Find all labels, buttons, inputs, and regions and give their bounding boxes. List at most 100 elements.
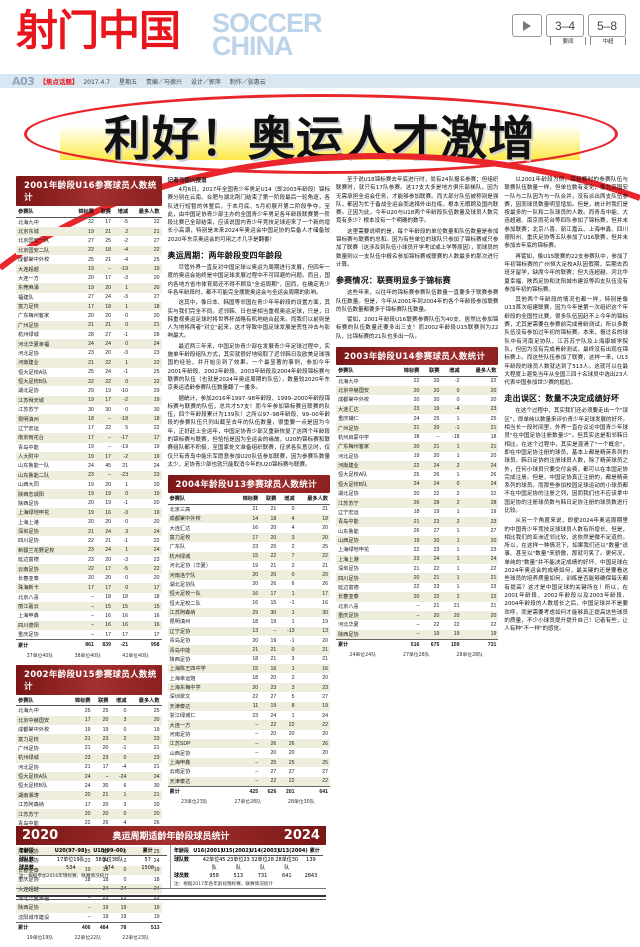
cell-value: 19 — [102, 726, 109, 733]
cell-value: 20 — [433, 453, 440, 460]
cell-team: 北京八喜 — [337, 603, 359, 610]
cell-team: 江苏SDP — [169, 741, 191, 748]
table-row: 四川德阳 – 16 16 16 — [16, 620, 162, 630]
summary-cell: U18(99–00) — [93, 848, 126, 854]
page-nav[interactable]: 3–4 5–8 — [512, 14, 626, 37]
table-2004-u13: 2004年龄段U13参赛球员人数统计 参赛队 锦标赛 联赛 增减 最多人数 北京… — [167, 475, 330, 806]
cell-value: 19 — [153, 444, 160, 451]
cell-value: 21 — [453, 603, 460, 610]
col-championship: 锦标赛 — [392, 365, 422, 377]
cell-value: 19 — [120, 904, 127, 911]
summary-cell: 513 — [233, 873, 244, 879]
cell-value: 3 — [291, 534, 295, 541]
cell-value: 17 — [153, 584, 160, 591]
cell-total: 406 — [66, 921, 93, 933]
cell-value: 17 — [153, 631, 160, 638]
cell-value: – — [91, 594, 94, 601]
table-row: 山西足协 – 20 20 20 — [168, 748, 330, 757]
cell-team: 辽宁足协 — [169, 628, 191, 635]
table-row: 广东队 23 25 2 25 — [168, 542, 330, 551]
cell-total: 516 — [392, 639, 422, 650]
cell-value: 20 — [88, 275, 94, 282]
cell-value: 1 — [291, 618, 295, 625]
summary-cell: 球员数 — [19, 865, 35, 871]
cell-value: 25 — [84, 848, 91, 855]
stats-table: 参赛队 锦标赛 联赛 增减 最多人数 北海九中 22 17 -5 22 北京东城 19 21 2… — [16, 206, 162, 650]
cell-value: 27 — [105, 331, 111, 338]
cell-value: 3 — [291, 684, 295, 691]
dateline-design: 设计／郭萍 — [190, 78, 221, 86]
cell-value: 24 — [153, 528, 160, 535]
cell-value: 24 — [153, 341, 160, 348]
cell-value: 17 — [88, 303, 94, 310]
cell-value: 22 — [270, 722, 277, 729]
summary-body: 年龄段 U20(97–98) U18(99–00) 累计 球队数 17单位19队 38单位… — [16, 845, 326, 889]
cell-value: 15 — [252, 553, 259, 560]
cell-value: 1 — [456, 443, 460, 450]
article-paragraph: 譬如，2001年龄段U16联赛参赛队伍为40支、居然比参加锦标赛的队伍数量还要多… — [335, 317, 499, 340]
cell-team: 延边富德 — [18, 557, 39, 564]
cell-value: 18 — [153, 876, 160, 883]
cell-total: 513 — [128, 921, 162, 933]
cell-team: 恒大足校A队 — [18, 774, 48, 781]
cell-value: 2 — [123, 857, 127, 864]
cell-value: 16 — [122, 622, 129, 629]
cell-value: 20 — [322, 750, 328, 757]
table-note: 24单位24队 — [349, 653, 377, 659]
cell-team: 上海绿地申花 — [337, 547, 370, 554]
cell-team: 恒大足校B队 — [18, 379, 48, 386]
summary-note-right: 注：根据2017年各年龄段锦标赛、联赛情况统计 — [174, 882, 273, 887]
cell-value: 27 — [88, 237, 94, 244]
cell-team: 大连一方 — [169, 722, 191, 729]
cell-value: 24 — [84, 773, 91, 780]
cell-value: 7 — [291, 553, 295, 560]
article-paragraph: 以2001年龄段为例，锦标赛时的参赛队伍与联赛队伍数量一样，但单位数有变化，像北… — [504, 177, 628, 250]
table-total-row: 累计 861 839 -21 958 — [16, 639, 162, 650]
cell-team: 湖北足协队 — [169, 581, 196, 588]
table-note: 28单位30队 — [287, 800, 315, 806]
table-header-row: 参赛队 锦标赛 联赛 增减 最多人数 — [16, 694, 162, 707]
cell-team: 北京国安二队 — [18, 247, 50, 254]
cell-value: 22 — [88, 566, 94, 573]
cell-value: 0 — [456, 387, 460, 394]
cell-value: 19 — [84, 867, 91, 874]
cell-team: 江苏苏宁 — [18, 407, 39, 414]
col-league: 联赛 — [95, 206, 113, 218]
table-row: 长春亚泰 20 22 2 22 — [335, 592, 499, 602]
cell-value: 18 — [153, 303, 160, 310]
nav-pages-5-8[interactable]: 5–8 — [588, 14, 626, 37]
summary-cell: 球队数 — [19, 857, 35, 863]
cell-value: – — [255, 759, 259, 766]
cell-team: 深圳足协 — [18, 849, 39, 856]
cell-team: 广州足协 — [18, 322, 39, 329]
table-row: 杭州启蒙中学 18 – -18 18 — [336, 433, 498, 442]
cell-value: 18 — [322, 515, 328, 522]
cell-value: 20 — [88, 519, 94, 526]
cell-value: 23 — [120, 895, 127, 902]
nav-label-csl: 中超 — [590, 37, 626, 45]
cell-value: 17 — [102, 764, 109, 771]
cell-value: 25 — [88, 369, 94, 376]
play-button[interactable] — [512, 14, 542, 37]
cell-team: 青岛中能 — [169, 647, 191, 654]
cell-value: 30 — [153, 782, 160, 789]
cell-value: -1 — [289, 600, 295, 607]
cell-value: 20 — [490, 396, 497, 403]
cell-value: 26 — [413, 528, 420, 535]
cell-value: – — [91, 631, 94, 638]
table-row: 上海申鑫 – 25 25 25 — [167, 757, 330, 768]
table-row: 富力足校 17 20 3 20 — [167, 532, 330, 543]
cell-value: 20 — [153, 284, 160, 291]
cell-value: 16 — [322, 600, 328, 607]
summary-cell: U14(2003) — [249, 848, 280, 854]
cell-value: -18 — [120, 416, 129, 423]
table-row: 深圳足协 21 22 1 22 — [336, 564, 498, 573]
table-row: 湖北足协 29 19 -10 29 — [16, 386, 162, 395]
table-row: 四川足协 20 21 1 21 — [335, 573, 499, 583]
table-row: 富力足校 21 23 2 23 — [16, 734, 162, 744]
nav-pages-3-4[interactable]: 3–4 — [546, 14, 584, 37]
cell-value: 20 — [153, 500, 160, 507]
cell-team: 江苏舜天城 — [18, 397, 44, 404]
cell-value: 20 — [105, 519, 111, 526]
cell-value: 15 — [270, 600, 277, 607]
